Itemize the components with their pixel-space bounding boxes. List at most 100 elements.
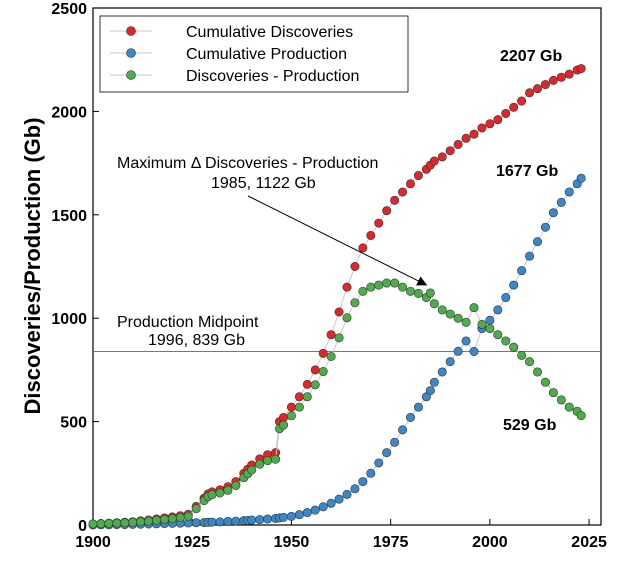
- x-tick-label: 2025: [571, 534, 607, 551]
- data-point-discoveries-production: [564, 402, 574, 412]
- data-point-discoveries-production: [136, 517, 146, 527]
- data-point-cumulative-production: [398, 425, 408, 435]
- midpoint-label-line2: 1996, 839 Gb: [148, 332, 245, 349]
- data-point-cumulative-discoveries: [366, 230, 376, 240]
- data-point-cumulative-production: [548, 208, 558, 218]
- data-point-discoveries-production: [493, 330, 503, 340]
- data-point-cumulative-discoveries: [398, 187, 408, 197]
- data-point-discoveries-production: [413, 288, 423, 298]
- data-point-cumulative-production: [231, 516, 241, 526]
- data-point-cumulative-discoveries: [326, 330, 336, 340]
- data-point-cumulative-production: [382, 448, 392, 458]
- data-point-cumulative-discoveries: [564, 69, 574, 79]
- data-point-discoveries-production: [318, 367, 328, 377]
- data-point-cumulative-production: [390, 437, 400, 447]
- y-axis-ticks: 0 500 1000 1500 2000 2500: [51, 1, 99, 535]
- data-point-discoveries-production: [294, 402, 304, 412]
- data-point-cumulative-production: [445, 357, 455, 367]
- data-point-discoveries-production: [278, 420, 288, 430]
- data-point-discoveries-production: [215, 488, 225, 498]
- data-point-cumulative-discoveries: [437, 152, 447, 162]
- midpoint-label-line1: Production Midpoint: [117, 314, 259, 331]
- max-delta-arrow: [247, 195, 428, 286]
- data-point-cumulative-production: [429, 377, 439, 387]
- data-point-cumulative-discoveries: [485, 119, 495, 129]
- legend-label-production: Cumulative Production: [186, 46, 347, 63]
- data-point-cumulative-discoveries: [453, 139, 463, 149]
- data-point-discoveries-production: [540, 377, 550, 387]
- data-point-cumulative-discoveries: [493, 115, 503, 125]
- data-point-discoveries-production: [576, 411, 586, 421]
- plot-frame: [92, 7, 602, 526]
- legend-marker-difference: [126, 70, 136, 80]
- data-point-cumulative-production: [469, 346, 479, 356]
- data-point-cumulative-discoveries: [302, 379, 312, 389]
- data-point-cumulative-production: [310, 505, 320, 515]
- max-delta-label-line2: 1985, 1122 Gb: [211, 175, 316, 192]
- data-point-cumulative-production: [334, 494, 344, 504]
- data-point-discoveries-production: [461, 317, 471, 327]
- y-tick-label: 1500: [51, 208, 87, 225]
- end-label-difference: 529 Gb: [503, 417, 557, 434]
- data-point-discoveries-production: [469, 303, 479, 313]
- data-point-discoveries-production: [120, 518, 130, 528]
- legend-item-production: Cumulative Production: [110, 46, 347, 63]
- data-point-discoveries-production: [96, 519, 106, 529]
- data-point-discoveries-production: [398, 282, 408, 292]
- data-point-cumulative-production: [286, 511, 296, 521]
- data-point-discoveries-production: [358, 286, 368, 296]
- data-point-discoveries-production: [128, 517, 138, 527]
- data-point-cumulative-discoveries: [532, 84, 542, 94]
- x-tick-label: 1900: [75, 534, 111, 551]
- data-point-cumulative-production: [294, 510, 304, 520]
- y-tick-label: 500: [60, 415, 87, 432]
- data-point-discoveries-production: [104, 518, 114, 528]
- data-point-discoveries-production: [390, 278, 400, 288]
- y-tick-label: 0: [78, 518, 87, 535]
- end-label-production: 1677 Gb: [496, 163, 558, 180]
- data-point-discoveries-production: [247, 465, 257, 475]
- x-tick-label: 1925: [174, 534, 210, 551]
- data-point-cumulative-production: [556, 197, 566, 207]
- data-point-cumulative-discoveries: [342, 282, 352, 292]
- data-point-cumulative-production: [207, 517, 217, 527]
- data-point-discoveries-production: [223, 485, 233, 495]
- data-point-cumulative-production: [425, 386, 435, 396]
- data-point-cumulative-discoveries: [382, 206, 392, 216]
- data-point-discoveries-production: [207, 490, 217, 500]
- data-point-cumulative-discoveries: [390, 195, 400, 205]
- data-point-cumulative-production: [247, 515, 257, 525]
- legend-label-discoveries: Cumulative Discoveries: [186, 24, 353, 41]
- data-point-cumulative-production: [453, 346, 463, 356]
- data-point-cumulative-discoveries: [469, 129, 479, 139]
- data-point-cumulative-production: [326, 498, 336, 508]
- data-point-discoveries-production: [183, 511, 193, 521]
- data-point-cumulative-discoveries: [548, 75, 558, 85]
- data-point-cumulative-production: [342, 489, 352, 499]
- y-tick-label: 1000: [51, 311, 87, 328]
- data-point-cumulative-discoveries: [294, 392, 304, 402]
- data-point-discoveries-production: [366, 282, 376, 292]
- data-point-cumulative-discoveries: [501, 108, 511, 118]
- data-point-cumulative-production: [493, 305, 503, 315]
- data-point-discoveries-production: [88, 519, 98, 529]
- data-point-cumulative-discoveries: [374, 218, 384, 228]
- data-point-cumulative-production: [263, 514, 273, 524]
- data-point-cumulative-production: [540, 222, 550, 232]
- data-point-discoveries-production: [112, 518, 122, 528]
- y-axis-title: Discoveries/Production (Gb): [20, 117, 45, 414]
- data-point-cumulative-discoveries: [556, 72, 566, 82]
- series-layer: [88, 64, 586, 530]
- data-point-discoveries-production: [437, 305, 447, 315]
- legend: Cumulative Discoveries Cumulative Produc…: [99, 15, 409, 93]
- data-point-cumulative-production: [255, 515, 265, 525]
- data-point-cumulative-production: [564, 187, 574, 197]
- data-point-discoveries-production: [231, 481, 241, 491]
- data-point-discoveries-production: [405, 286, 415, 296]
- legend-item-difference: Discoveries - Production: [110, 68, 359, 85]
- data-point-cumulative-production: [501, 293, 511, 303]
- data-point-discoveries-production: [175, 513, 185, 523]
- data-point-discoveries-production: [485, 324, 495, 334]
- data-point-discoveries-production: [509, 342, 519, 352]
- legend-label-difference: Discoveries - Production: [186, 68, 359, 85]
